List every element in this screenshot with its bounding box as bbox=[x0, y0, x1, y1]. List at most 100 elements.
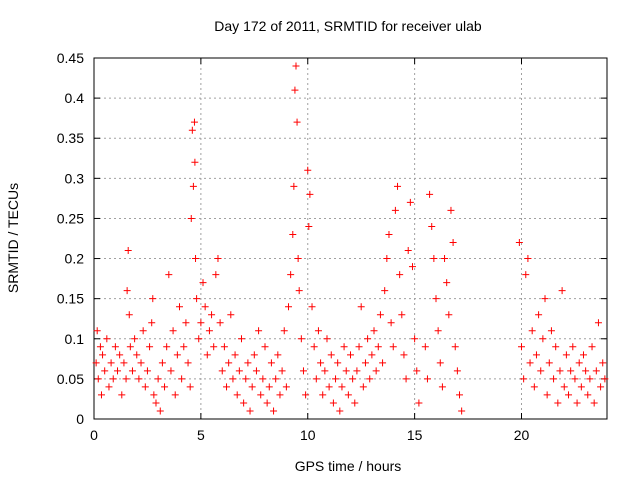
data-point bbox=[594, 319, 602, 327]
data-point bbox=[451, 343, 459, 351]
data-point bbox=[146, 343, 154, 351]
data-point bbox=[558, 287, 566, 295]
data-point bbox=[394, 182, 402, 190]
data-point bbox=[436, 359, 444, 367]
data-point bbox=[252, 367, 260, 375]
data-point bbox=[447, 206, 455, 214]
data-point bbox=[105, 383, 113, 391]
data-point bbox=[212, 271, 220, 279]
data-point bbox=[156, 407, 164, 415]
data-point bbox=[267, 359, 275, 367]
data-point bbox=[592, 367, 600, 375]
data-point bbox=[161, 383, 169, 391]
data-point bbox=[387, 319, 395, 327]
data-point bbox=[601, 375, 609, 383]
data-point bbox=[515, 239, 523, 247]
data-point bbox=[325, 383, 333, 391]
chart-title: Day 172 of 2011, SRMTID for receiver ula… bbox=[214, 18, 482, 34]
data-point bbox=[449, 239, 457, 247]
data-point bbox=[532, 351, 540, 359]
data-point bbox=[203, 351, 211, 359]
data-point bbox=[214, 255, 222, 263]
data-point bbox=[526, 359, 534, 367]
data-point bbox=[189, 182, 197, 190]
data-point bbox=[599, 359, 607, 367]
data-point bbox=[218, 367, 226, 375]
data-point bbox=[344, 391, 352, 399]
data-point bbox=[329, 399, 337, 407]
data-point bbox=[248, 383, 256, 391]
data-point bbox=[456, 391, 464, 399]
data-point bbox=[201, 303, 209, 311]
data-point bbox=[118, 391, 126, 399]
data-point bbox=[584, 391, 592, 399]
data-point bbox=[97, 391, 105, 399]
data-points bbox=[92, 62, 609, 415]
data-point bbox=[351, 399, 359, 407]
data-point bbox=[295, 287, 303, 295]
data-point bbox=[541, 295, 549, 303]
data-point bbox=[312, 375, 320, 383]
data-point bbox=[188, 126, 196, 134]
data-point bbox=[445, 311, 453, 319]
data-point bbox=[340, 343, 348, 351]
data-point bbox=[272, 375, 280, 383]
data-point bbox=[131, 335, 139, 343]
data-point bbox=[355, 343, 363, 351]
data-point bbox=[152, 399, 160, 407]
data-point bbox=[332, 375, 340, 383]
data-point bbox=[349, 375, 357, 383]
data-point bbox=[137, 359, 145, 367]
data-point bbox=[441, 255, 449, 263]
data-point bbox=[208, 311, 216, 319]
data-point bbox=[186, 383, 194, 391]
y-tick-label: 0.1 bbox=[65, 331, 85, 347]
data-point bbox=[415, 399, 423, 407]
data-point bbox=[169, 327, 177, 335]
data-point bbox=[381, 287, 389, 295]
data-point bbox=[518, 343, 525, 351]
data-point bbox=[171, 391, 179, 399]
data-point bbox=[240, 399, 248, 407]
data-point bbox=[338, 383, 346, 391]
data-point bbox=[539, 335, 547, 343]
data-point bbox=[396, 271, 404, 279]
data-point bbox=[180, 343, 188, 351]
data-point bbox=[408, 263, 416, 271]
data-point bbox=[148, 319, 156, 327]
data-point bbox=[278, 367, 286, 375]
data-point bbox=[125, 311, 133, 319]
data-point bbox=[197, 319, 205, 327]
data-point bbox=[223, 383, 231, 391]
data-point bbox=[261, 343, 269, 351]
plot-frame bbox=[93, 57, 608, 420]
x-tick-label: 0 bbox=[90, 427, 98, 443]
data-point bbox=[556, 367, 564, 375]
data-point bbox=[184, 359, 192, 367]
data-point bbox=[103, 335, 111, 343]
x-tick-label: 15 bbox=[407, 427, 423, 443]
data-point bbox=[299, 367, 307, 375]
data-point bbox=[552, 343, 560, 351]
data-point bbox=[376, 311, 384, 319]
data-point bbox=[263, 399, 271, 407]
data-point bbox=[374, 343, 382, 351]
data-point bbox=[294, 255, 302, 263]
data-point bbox=[537, 367, 545, 375]
data-point bbox=[528, 327, 536, 335]
data-point bbox=[182, 319, 190, 327]
data-point bbox=[370, 327, 378, 335]
data-point bbox=[133, 351, 141, 359]
data-point bbox=[562, 351, 570, 359]
data-point bbox=[411, 335, 419, 343]
data-point bbox=[577, 383, 585, 391]
data-point bbox=[246, 407, 254, 415]
data-point bbox=[94, 375, 102, 383]
data-point bbox=[428, 222, 436, 230]
data-point bbox=[290, 182, 298, 190]
data-point bbox=[389, 343, 397, 351]
data-point bbox=[259, 375, 267, 383]
data-point bbox=[361, 359, 369, 367]
data-point bbox=[280, 327, 288, 335]
data-point bbox=[586, 375, 594, 383]
